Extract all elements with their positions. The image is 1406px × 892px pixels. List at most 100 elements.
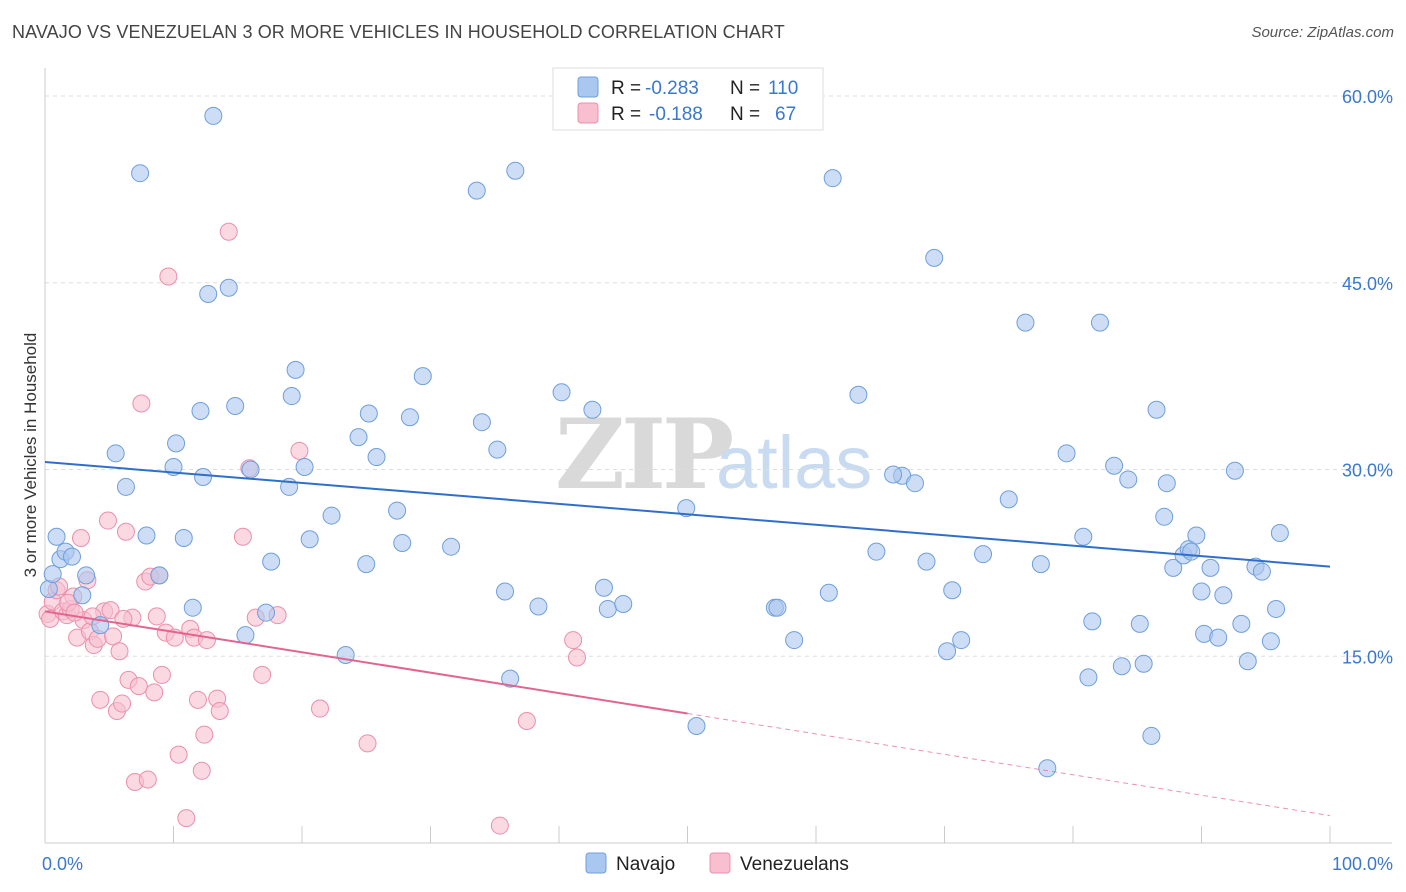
venezuelan-point [71,528,90,547]
navajo-point [286,360,305,379]
navajo-swatch [577,76,599,98]
stats-legend: R = -0.283 N = 110 R = -0.188 N = 67 [552,67,824,131]
venezuelan-point [490,816,509,835]
trend-lines [44,461,1331,817]
navajo-point [1164,558,1183,577]
navajo-point [614,594,633,613]
navajo-point [1119,470,1138,489]
venezuelan-point [233,527,252,546]
navajo-point [1157,474,1176,493]
navajo-point [400,408,419,427]
navajo-point [73,586,92,605]
navajo-point [1038,759,1057,778]
navajo-point [167,434,186,453]
navajo-point [137,526,156,545]
navajo-point [819,583,838,602]
bottom-legend: Navajo Venezuelans [585,852,849,875]
venezuelan-point [110,642,129,661]
navajo-point [442,537,461,556]
navajo-point [357,555,376,574]
venezuelan-point [310,699,329,718]
navajo-point [1232,614,1251,633]
navajo-point [1112,657,1131,676]
watermark-zip: ZIP [555,398,732,511]
navajo-point [1267,599,1286,618]
navajo-point [282,387,301,406]
navajo-point [39,580,58,599]
navajo-point [1057,444,1076,463]
navajo-point [974,545,993,564]
navajo-point [884,465,903,484]
navajo-point [849,385,868,404]
venezuelan-point [195,725,214,744]
navajo-point [501,669,520,688]
venezuelan-point [152,665,171,684]
venezuelan-swatch [577,102,599,124]
navajo-point [106,444,125,463]
venezuelan-point [129,677,148,696]
venezuelan-point [145,683,164,702]
venezuelan-point [138,770,157,789]
navajo-point [687,716,706,735]
navajo-points [39,106,1289,778]
navajo-point [496,582,515,601]
navajo-point [1090,313,1109,332]
venezuelan-trend-line [44,610,688,715]
axes [44,68,1392,844]
bottom-legend-venezuelans: Venezuelans [740,854,849,875]
venezuelan-point [517,711,536,730]
venezuelan-point [253,665,272,684]
venezuelan-n-value: 67 [775,104,796,125]
y-tick-label: 60.0% [1342,87,1393,107]
venezuelan-point [159,267,178,286]
navajo-point [1182,542,1201,561]
y-tick-label: 15.0% [1342,647,1393,667]
navajo-point [1016,313,1035,332]
navajo-point [677,499,696,518]
navajo-point [785,631,804,650]
venezuelan-point [219,222,238,241]
y-tick-label: 30.0% [1342,461,1393,481]
venezuelan-point [147,607,166,626]
navajo-point [768,598,787,617]
navajo-point [943,581,962,600]
navajo-point [917,552,936,571]
venezuelan-point [91,690,110,709]
navajo-point [925,248,944,267]
gridlines [45,95,1392,657]
navajo-point [367,448,386,467]
x-tick-labels: 0.0% 100.0% [42,854,1393,874]
venezuelan-point [132,394,151,413]
navajo-point [1225,461,1244,480]
venezuelan-point [177,809,196,828]
navajo-point [322,506,341,525]
venezuelan-r-value: -0.188 [649,104,703,125]
navajo-point [62,547,81,566]
navajo-point [236,626,255,645]
venezuelan-points [38,222,586,835]
navajo-n-value: 110 [768,78,798,99]
navajo-point [262,552,281,571]
y-axis-label: 3 or more Vehicles in Household [21,333,40,578]
venezuelan-point [564,631,583,650]
navajo-point [552,383,571,402]
venezuelan-r-label: R = [611,104,641,125]
navajo-r-value: -0.283 [645,78,699,99]
navajo-point [1252,562,1271,581]
bottom-legend-venezuelan-swatch [709,852,731,874]
navajo-point [359,404,378,423]
venezuelan-n-label: N = [730,104,760,125]
navajo-point [199,284,218,303]
navajo-r-label: R = [611,78,641,99]
navajo-point [1192,582,1211,601]
y-tick-labels: 15.0% 30.0% 45.0% 60.0% [1342,87,1393,667]
navajo-point [1134,654,1153,673]
navajo-point [219,278,238,297]
navajo-point [938,642,957,661]
venezuelan-point [290,441,309,460]
venezuelan-point [210,702,229,721]
navajo-point [191,401,210,420]
venezuelan-point [567,648,586,667]
navajo-n-label: N = [730,78,760,99]
